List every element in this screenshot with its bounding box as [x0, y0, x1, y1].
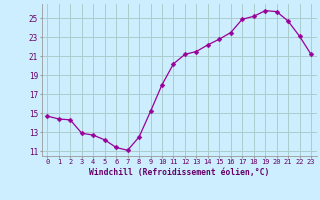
X-axis label: Windchill (Refroidissement éolien,°C): Windchill (Refroidissement éolien,°C)	[89, 168, 269, 177]
